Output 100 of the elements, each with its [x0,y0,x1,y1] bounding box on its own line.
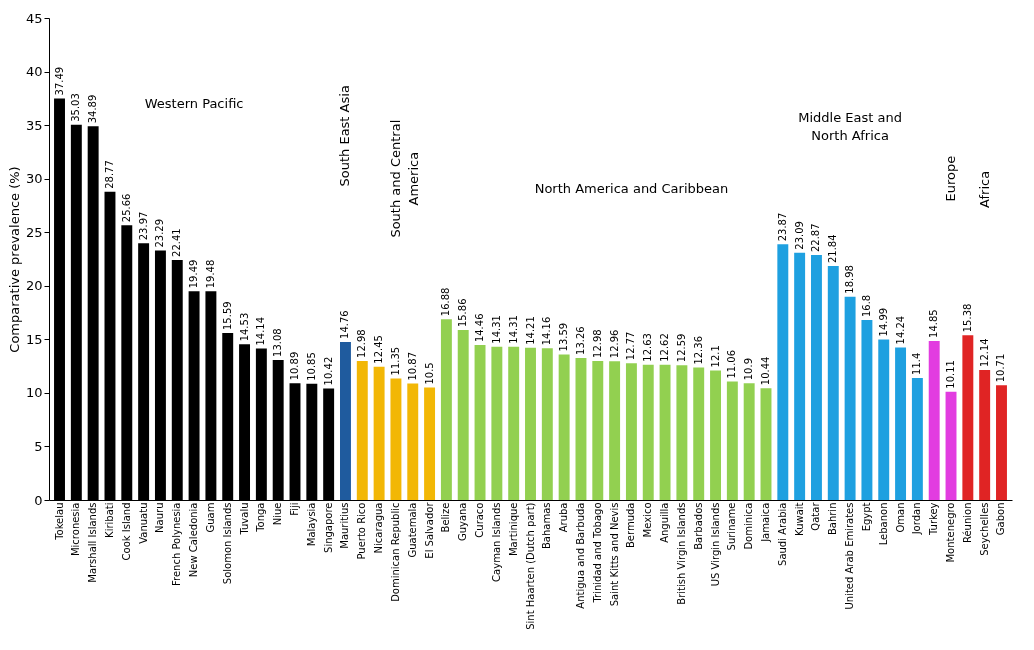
y-tick-label: 25 [25,224,43,240]
data-label: 23.29 [154,218,166,248]
y-tick-label: 30 [25,171,43,187]
bar [962,335,974,500]
data-label: 12.96 [608,329,620,359]
data-label: 12.1 [709,345,721,368]
data-label: 37.49 [53,66,65,96]
x-tick-label: Anguilla [659,502,671,543]
x-tick-label: Mauritius [339,502,351,549]
data-label: 34.89 [87,94,99,124]
bar [726,381,738,500]
bar [558,354,570,500]
x-tick-label: Egypt [860,502,872,532]
x-tick-label: Lebanon [877,502,889,546]
bar [356,360,368,500]
bar [659,364,671,500]
x-tick-label: Mexico [642,502,654,538]
data-label: 13.59 [558,322,570,352]
x-tick-label: Puerto Rico [356,502,368,560]
y-tick-label: 20 [25,278,43,294]
bar [827,266,839,500]
data-label: 14.24 [894,315,906,345]
bar [609,361,621,500]
data-label: 23.97 [137,211,149,241]
x-tick-label: Curaco [474,502,486,538]
x-tick-label: Dominica [743,502,755,550]
data-label: 10.71 [995,353,1007,383]
data-label: 10.44 [759,356,771,386]
data-label: 18.98 [844,265,856,294]
bar [743,383,755,500]
bar [996,385,1007,500]
bar [710,370,721,500]
bar [541,348,553,500]
data-label: 14.46 [474,313,486,343]
x-tick-label: Barbados [692,502,704,550]
data-label: 14.85 [928,309,940,338]
x-tick-label: Montenegro [945,502,957,563]
data-label: 14.31 [490,315,502,344]
bar [592,360,604,500]
x-tick-label: Solomon Islands [221,502,233,585]
data-label: 19.49 [188,259,200,289]
data-label: 11.06 [726,349,738,379]
y-tick-label: 15 [25,331,43,347]
bar [760,388,772,500]
x-tick-label: Micronesia [70,502,82,557]
x-tick-label: US Virgin Islands [709,502,721,587]
data-label: 14.14 [255,316,267,346]
data-label: 23.87 [776,212,788,242]
bar [794,252,806,500]
data-label: 10.89 [289,351,301,381]
bar [945,391,957,500]
data-label: 11.35 [389,346,401,376]
annotation: Western Pacific [144,95,244,111]
annotation: Africa [976,170,992,208]
x-tick-label: Nauru [154,502,166,533]
data-label: 19.48 [204,259,216,289]
data-label: 10.85 [305,352,317,381]
bar [928,340,940,500]
bar [525,347,536,500]
data-label: 22.41 [171,228,183,257]
x-tick-label: Guatemala [406,502,418,558]
x-tick-label: Bahamas [541,502,553,550]
data-label: 12.62 [659,333,671,362]
data-label: 15.38 [961,303,973,333]
x-tick-label: French Polynesia [171,502,183,587]
bar [844,296,856,500]
x-tick-label: Saudi Arabia [776,502,788,566]
data-label: 10.5 [423,362,435,385]
x-tick-label: Martinique [507,502,519,557]
x-tick-label: Belize [440,502,452,533]
x-tick-label: Tonga [255,502,267,533]
x-tick-label: Jordan [911,502,923,536]
bar [810,255,822,500]
x-tick-label: Fiji [289,502,301,516]
annotation: Middle East and North Africa [798,109,902,143]
data-label: 14.99 [877,307,889,337]
data-label: 16.88 [440,287,452,317]
x-tick-label: Seychelles [978,502,990,556]
x-tick-label: Dominican Republic [389,502,401,602]
x-tick-label: Niue [272,502,284,526]
data-label: 14.31 [507,315,519,344]
x-tick-label: El Salvador [423,501,435,559]
bar [693,367,705,500]
y-tick-label: 0 [34,492,43,508]
data-label: 10.42 [322,356,334,386]
data-label: 13.08 [272,328,284,357]
data-label: 14.21 [524,316,536,345]
bar [340,341,351,500]
bar [407,383,419,500]
data-label: 14.53 [238,312,250,342]
y-tick-label: 10 [25,385,43,401]
bar [390,378,402,500]
x-tick-label: Trinidad and Tobago [591,502,603,604]
bar [373,366,385,500]
bar [777,244,789,500]
data-label: 16.8 [860,294,872,318]
x-tick-label: Saint Kitts and Nevis [608,502,620,607]
bar [911,377,923,500]
data-label: 12.77 [625,331,637,361]
bar [861,320,873,500]
